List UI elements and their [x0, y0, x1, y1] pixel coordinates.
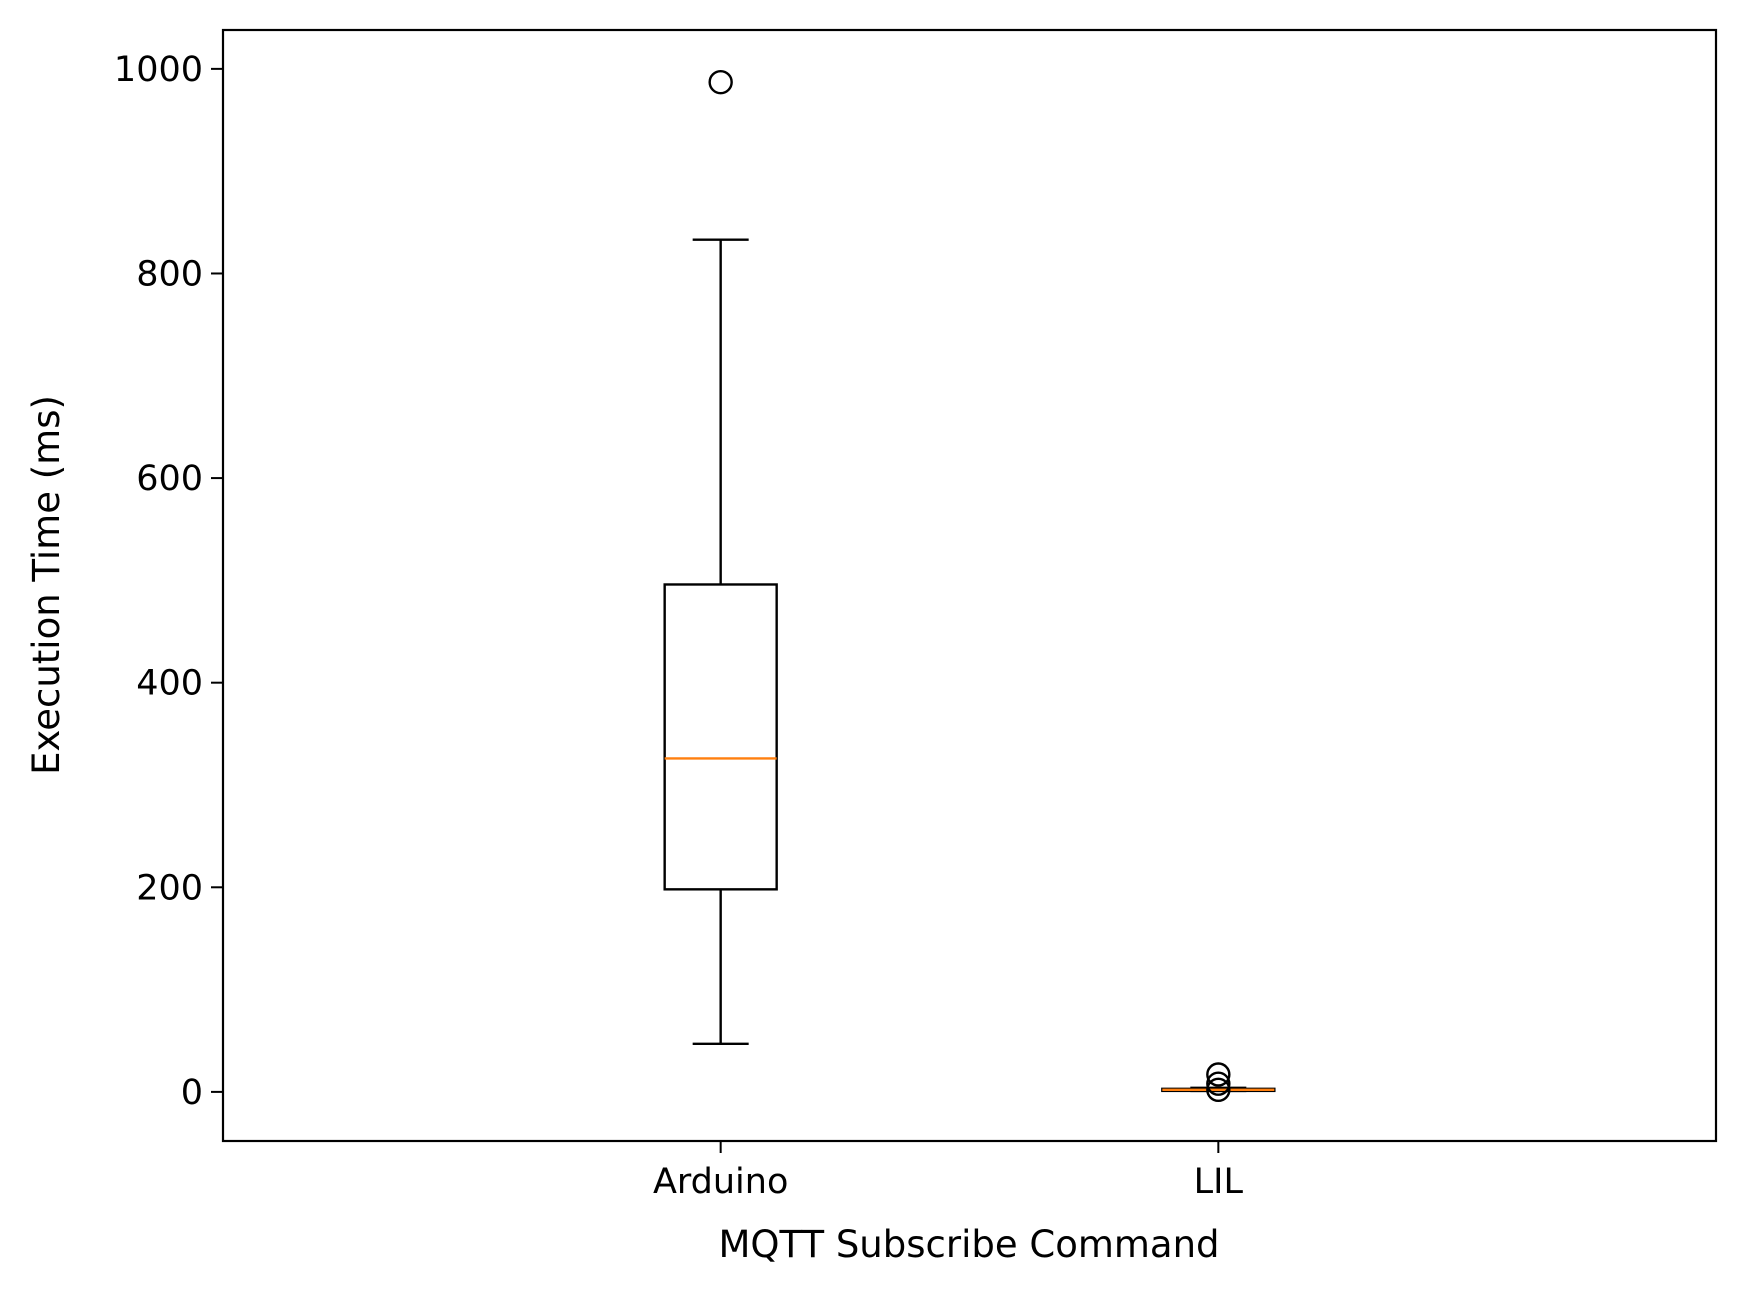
y-axis: 0 200 400 600 800 1000 — [114, 50, 223, 1113]
y-tick-label: 200 — [136, 868, 203, 908]
outlier-point — [1206, 1077, 1231, 1103]
outlier-point — [1206, 1062, 1231, 1087]
iqr-box — [663, 583, 778, 891]
x-axis-title: MQTT Subscribe Command — [718, 1223, 1219, 1266]
x-tick-label: Arduino — [653, 1162, 788, 1202]
box-group-lil — [1161, 1062, 1276, 1103]
y-tick-label: 800 — [136, 254, 203, 294]
outlier-point — [1206, 1071, 1231, 1096]
y-tick-label: 1000 — [114, 50, 203, 90]
y-tick-label: 400 — [136, 664, 203, 704]
x-tick-label: LIL — [1194, 1162, 1244, 1202]
box-group-arduino — [663, 69, 778, 1046]
axes-frame — [221, 28, 1718, 1143]
y-tick-label: 0 — [181, 1073, 203, 1113]
x-axis: Arduino LIL — [653, 1141, 1244, 1202]
y-axis-title: Execution Time (ms) — [25, 395, 68, 775]
plot-area — [663, 69, 1276, 1103]
y-tick-label: 600 — [136, 459, 203, 499]
outlier-point — [708, 69, 733, 95]
